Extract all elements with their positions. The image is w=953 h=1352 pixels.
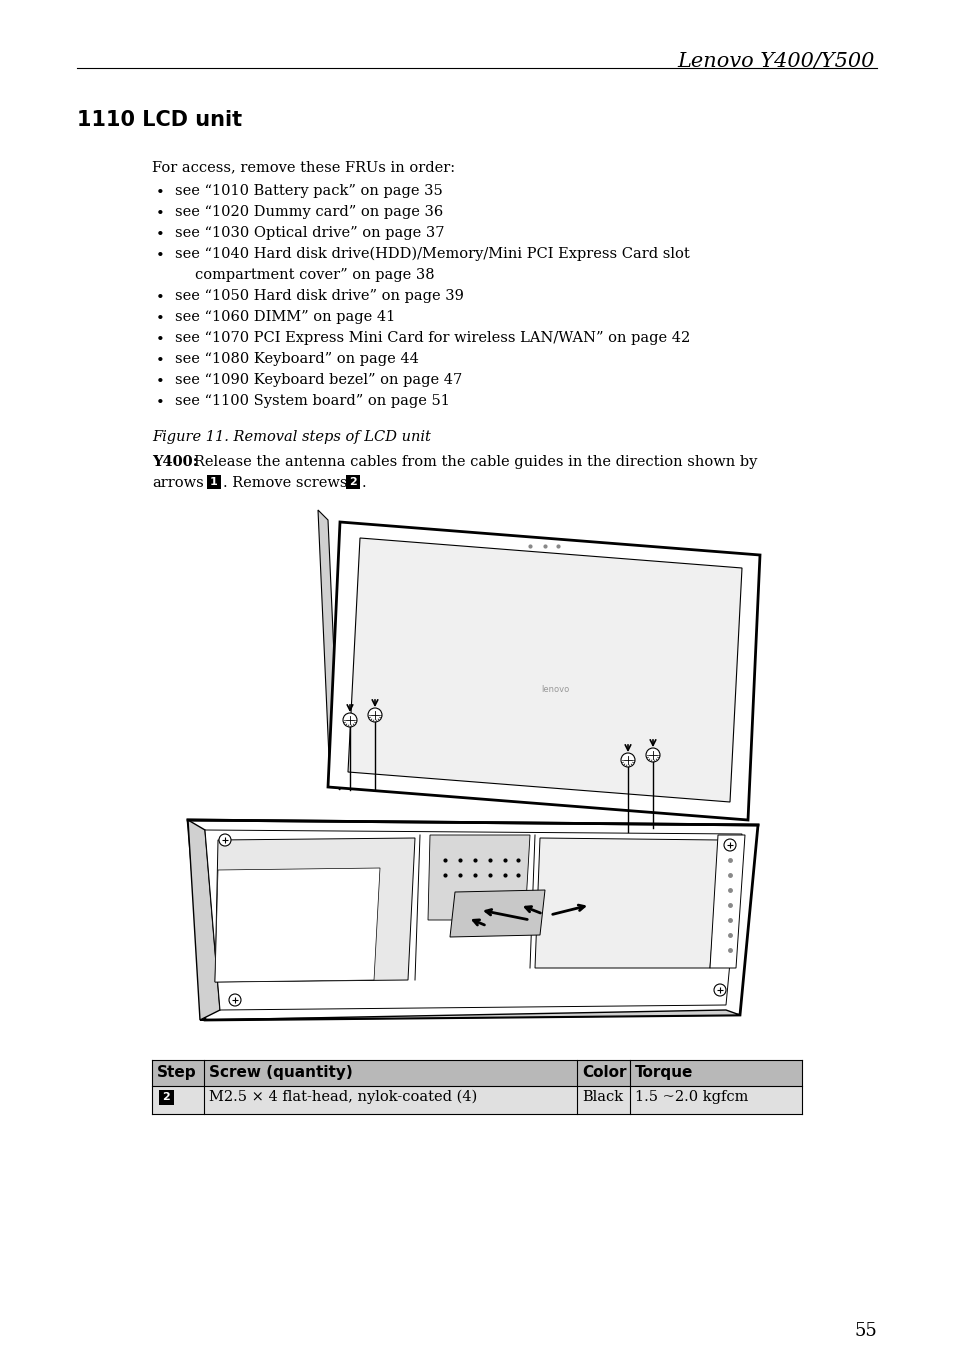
Text: .: .	[361, 476, 366, 489]
Text: 55: 55	[853, 1322, 876, 1340]
Circle shape	[229, 994, 241, 1006]
Bar	[152, 1086, 801, 1114]
Polygon shape	[328, 522, 760, 821]
FancyBboxPatch shape	[207, 475, 221, 489]
Text: 2: 2	[346, 692, 354, 702]
Text: 1: 1	[210, 477, 217, 487]
FancyBboxPatch shape	[346, 475, 359, 489]
Text: see “1080 Keyboard” on page 44: see “1080 Keyboard” on page 44	[174, 352, 418, 366]
Text: •: •	[155, 333, 164, 347]
Text: Color: Color	[581, 1065, 626, 1080]
Text: 2: 2	[349, 477, 356, 487]
Polygon shape	[214, 838, 415, 982]
Text: •: •	[155, 207, 164, 220]
Bar	[152, 1060, 801, 1086]
FancyBboxPatch shape	[645, 725, 660, 740]
Text: 2: 2	[648, 727, 657, 737]
Text: see “1060 DIMM” on page 41: see “1060 DIMM” on page 41	[174, 310, 395, 324]
Circle shape	[219, 834, 231, 846]
Text: 2: 2	[162, 1092, 170, 1102]
FancyBboxPatch shape	[620, 730, 636, 745]
Polygon shape	[535, 838, 720, 968]
Text: Figure 11. Removal steps of LCD unit: Figure 11. Removal steps of LCD unit	[152, 430, 431, 443]
Circle shape	[620, 753, 635, 767]
Text: see “1070 PCI Express Mini Card for wireless LAN/WAN” on page 42: see “1070 PCI Express Mini Card for wire…	[174, 331, 690, 345]
Text: see “1090 Keyboard bezel” on page 47: see “1090 Keyboard bezel” on page 47	[174, 373, 462, 387]
Text: see “1100 System board” on page 51: see “1100 System board” on page 51	[174, 393, 450, 408]
Polygon shape	[214, 868, 379, 982]
Text: see “1050 Hard disk drive” on page 39: see “1050 Hard disk drive” on page 39	[174, 289, 463, 303]
Text: 2: 2	[371, 687, 378, 698]
Text: For access, remove these FRUs in order:: For access, remove these FRUs in order:	[152, 160, 455, 174]
Text: Torque: Torque	[635, 1065, 693, 1080]
Circle shape	[645, 748, 659, 763]
Polygon shape	[709, 836, 744, 968]
Text: •: •	[155, 228, 164, 242]
Text: •: •	[155, 291, 164, 306]
FancyBboxPatch shape	[343, 690, 357, 704]
Text: •: •	[155, 249, 164, 264]
FancyBboxPatch shape	[368, 685, 382, 700]
Text: see “1030 Optical drive” on page 37: see “1030 Optical drive” on page 37	[174, 226, 444, 241]
Polygon shape	[188, 821, 758, 1019]
Circle shape	[713, 984, 725, 996]
Polygon shape	[200, 1010, 740, 1019]
Polygon shape	[450, 890, 544, 937]
Text: 1: 1	[549, 919, 557, 930]
Text: arrows: arrows	[152, 476, 204, 489]
Text: •: •	[155, 312, 164, 326]
Text: Release the antenna cables from the cable guides in the direction shown by: Release the antenna cables from the cabl…	[193, 456, 757, 469]
Text: •: •	[155, 396, 164, 410]
Text: . Remove screws: . Remove screws	[223, 476, 347, 489]
Text: •: •	[155, 375, 164, 389]
Circle shape	[368, 708, 381, 722]
Text: Y400:: Y400:	[152, 456, 198, 469]
FancyBboxPatch shape	[159, 1090, 173, 1105]
Polygon shape	[428, 836, 530, 919]
Text: Lenovo Y400/Y500: Lenovo Y400/Y500	[677, 51, 874, 72]
Text: see “1010 Battery pack” on page 35: see “1010 Battery pack” on page 35	[174, 184, 442, 197]
Text: see “1020 Dummy card” on page 36: see “1020 Dummy card” on page 36	[174, 206, 443, 219]
FancyBboxPatch shape	[545, 918, 559, 932]
Text: 1.5 ~2.0 kgfcm: 1.5 ~2.0 kgfcm	[635, 1090, 747, 1105]
FancyBboxPatch shape	[490, 930, 503, 944]
Text: 2: 2	[623, 731, 631, 742]
Text: •: •	[155, 187, 164, 200]
Text: see “1040 Hard disk drive(HDD)/Memory/Mini PCI Express Card slot: see “1040 Hard disk drive(HDD)/Memory/Mi…	[174, 247, 689, 261]
Circle shape	[343, 713, 356, 727]
Text: M2.5 × 4 flat-head, nylok-coated (4): M2.5 × 4 flat-head, nylok-coated (4)	[209, 1090, 476, 1105]
Text: Black: Black	[581, 1090, 622, 1105]
Polygon shape	[348, 538, 741, 802]
Text: compartment cover” on page 38: compartment cover” on page 38	[194, 268, 435, 283]
Text: Screw (quantity): Screw (quantity)	[209, 1065, 353, 1080]
Text: 1110 LCD unit: 1110 LCD unit	[77, 110, 242, 130]
Circle shape	[723, 840, 735, 850]
Polygon shape	[205, 830, 741, 1010]
Text: 1: 1	[493, 932, 500, 942]
Text: •: •	[155, 354, 164, 368]
Text: lenovo: lenovo	[540, 685, 569, 695]
Text: Step: Step	[157, 1065, 196, 1080]
Polygon shape	[317, 510, 339, 790]
Polygon shape	[188, 821, 220, 1019]
